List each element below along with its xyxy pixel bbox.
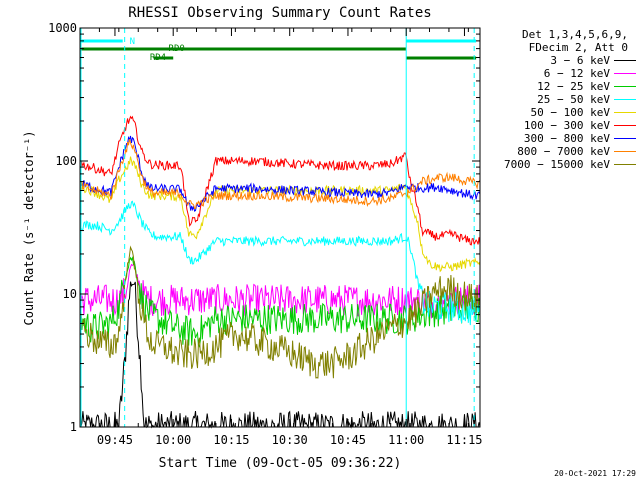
legend-label: 100 − 300 keV [523, 119, 610, 132]
series-line [79, 115, 481, 246]
y-tick-label: 1 [70, 420, 77, 434]
y-tick-label: 1000 [48, 21, 77, 35]
legend-swatch [614, 86, 636, 87]
legend-entry: 800 − 7000 keV [478, 145, 638, 158]
legend-label: 12 − 25 keV [537, 80, 610, 93]
legend-entry: 6 − 12 keV [478, 67, 638, 80]
x-tick-label: 10:45 [330, 433, 366, 447]
flag-label: N [130, 37, 135, 47]
x-tick-label: 10:15 [213, 433, 249, 447]
timestamp: 20-Oct-2021 17:29 [554, 469, 636, 478]
y-tick-label: 100 [55, 154, 77, 168]
legend-label: 25 − 50 keV [537, 93, 610, 106]
legend-swatch [614, 60, 636, 61]
legend-label: 7000 − 15000 keV [504, 158, 610, 171]
legend-entry: 50 − 100 keV [478, 106, 638, 119]
legend-swatch [614, 125, 636, 126]
legend-swatch [614, 99, 636, 100]
y-axis-label: Count Rate (s⁻¹ detector⁻¹) [22, 130, 36, 325]
series-line [79, 281, 481, 429]
series-line [79, 200, 481, 326]
series-line [79, 255, 481, 349]
legend-swatch [614, 151, 636, 152]
series-line [79, 156, 481, 273]
x-tick-label: 11:00 [388, 433, 424, 447]
legend-swatch [614, 138, 636, 139]
legend-label: 50 − 100 keV [530, 106, 610, 119]
legend: Det 1,3,4,5,6,9, FDecim 2, Att 0 3 − 6 k… [478, 28, 638, 171]
series-layer [79, 115, 481, 429]
x-tick-label: 11:15 [446, 433, 482, 447]
series-line [79, 139, 481, 209]
legend-label: 6 − 12 keV [543, 67, 610, 80]
flag-label: RD4 [150, 53, 166, 63]
legend-label: 800 − 7000 keV [517, 145, 610, 158]
chart-title: RHESSI Observing Summary Count Rates [128, 5, 431, 21]
legend-swatch [614, 112, 636, 113]
series-line [79, 245, 481, 379]
legend-header-line: FDecim 2, Att 0 [528, 41, 628, 54]
legend-swatch [614, 73, 636, 74]
legend-entry: 100 − 300 keV [478, 119, 638, 132]
series-line [79, 261, 481, 321]
flag-label: RD0 [169, 44, 185, 54]
legend-header-line: Det 1,3,4,5,6,9, [522, 28, 628, 41]
x-axis-label: Start Time (09-Oct-05 09:36:22) [159, 456, 402, 471]
legend-entry: 3 − 6 keV [478, 54, 638, 67]
marker-lines [80, 28, 475, 427]
legend-swatch [614, 164, 636, 165]
legend-entry: 12 − 25 keV [478, 80, 638, 93]
legend-label: 300 − 800 keV [523, 132, 610, 145]
legend-entry: 25 − 50 keV [478, 93, 638, 106]
x-tick-label: 09:45 [97, 433, 133, 447]
legend-entry: 300 − 800 keV [478, 132, 638, 145]
legend-label: 3 − 6 keV [550, 54, 610, 67]
legend-entry: 7000 − 15000 keV [478, 158, 638, 171]
axes: 1 10 100 1000 09:45 10:00 10:15 10:30 10:45 11:00… [48, 21, 482, 447]
x-tick-label: 10:00 [155, 433, 191, 447]
plot-frame [79, 27, 481, 428]
y-tick-label: 10 [63, 287, 77, 301]
x-tick-label: 10:30 [272, 433, 308, 447]
